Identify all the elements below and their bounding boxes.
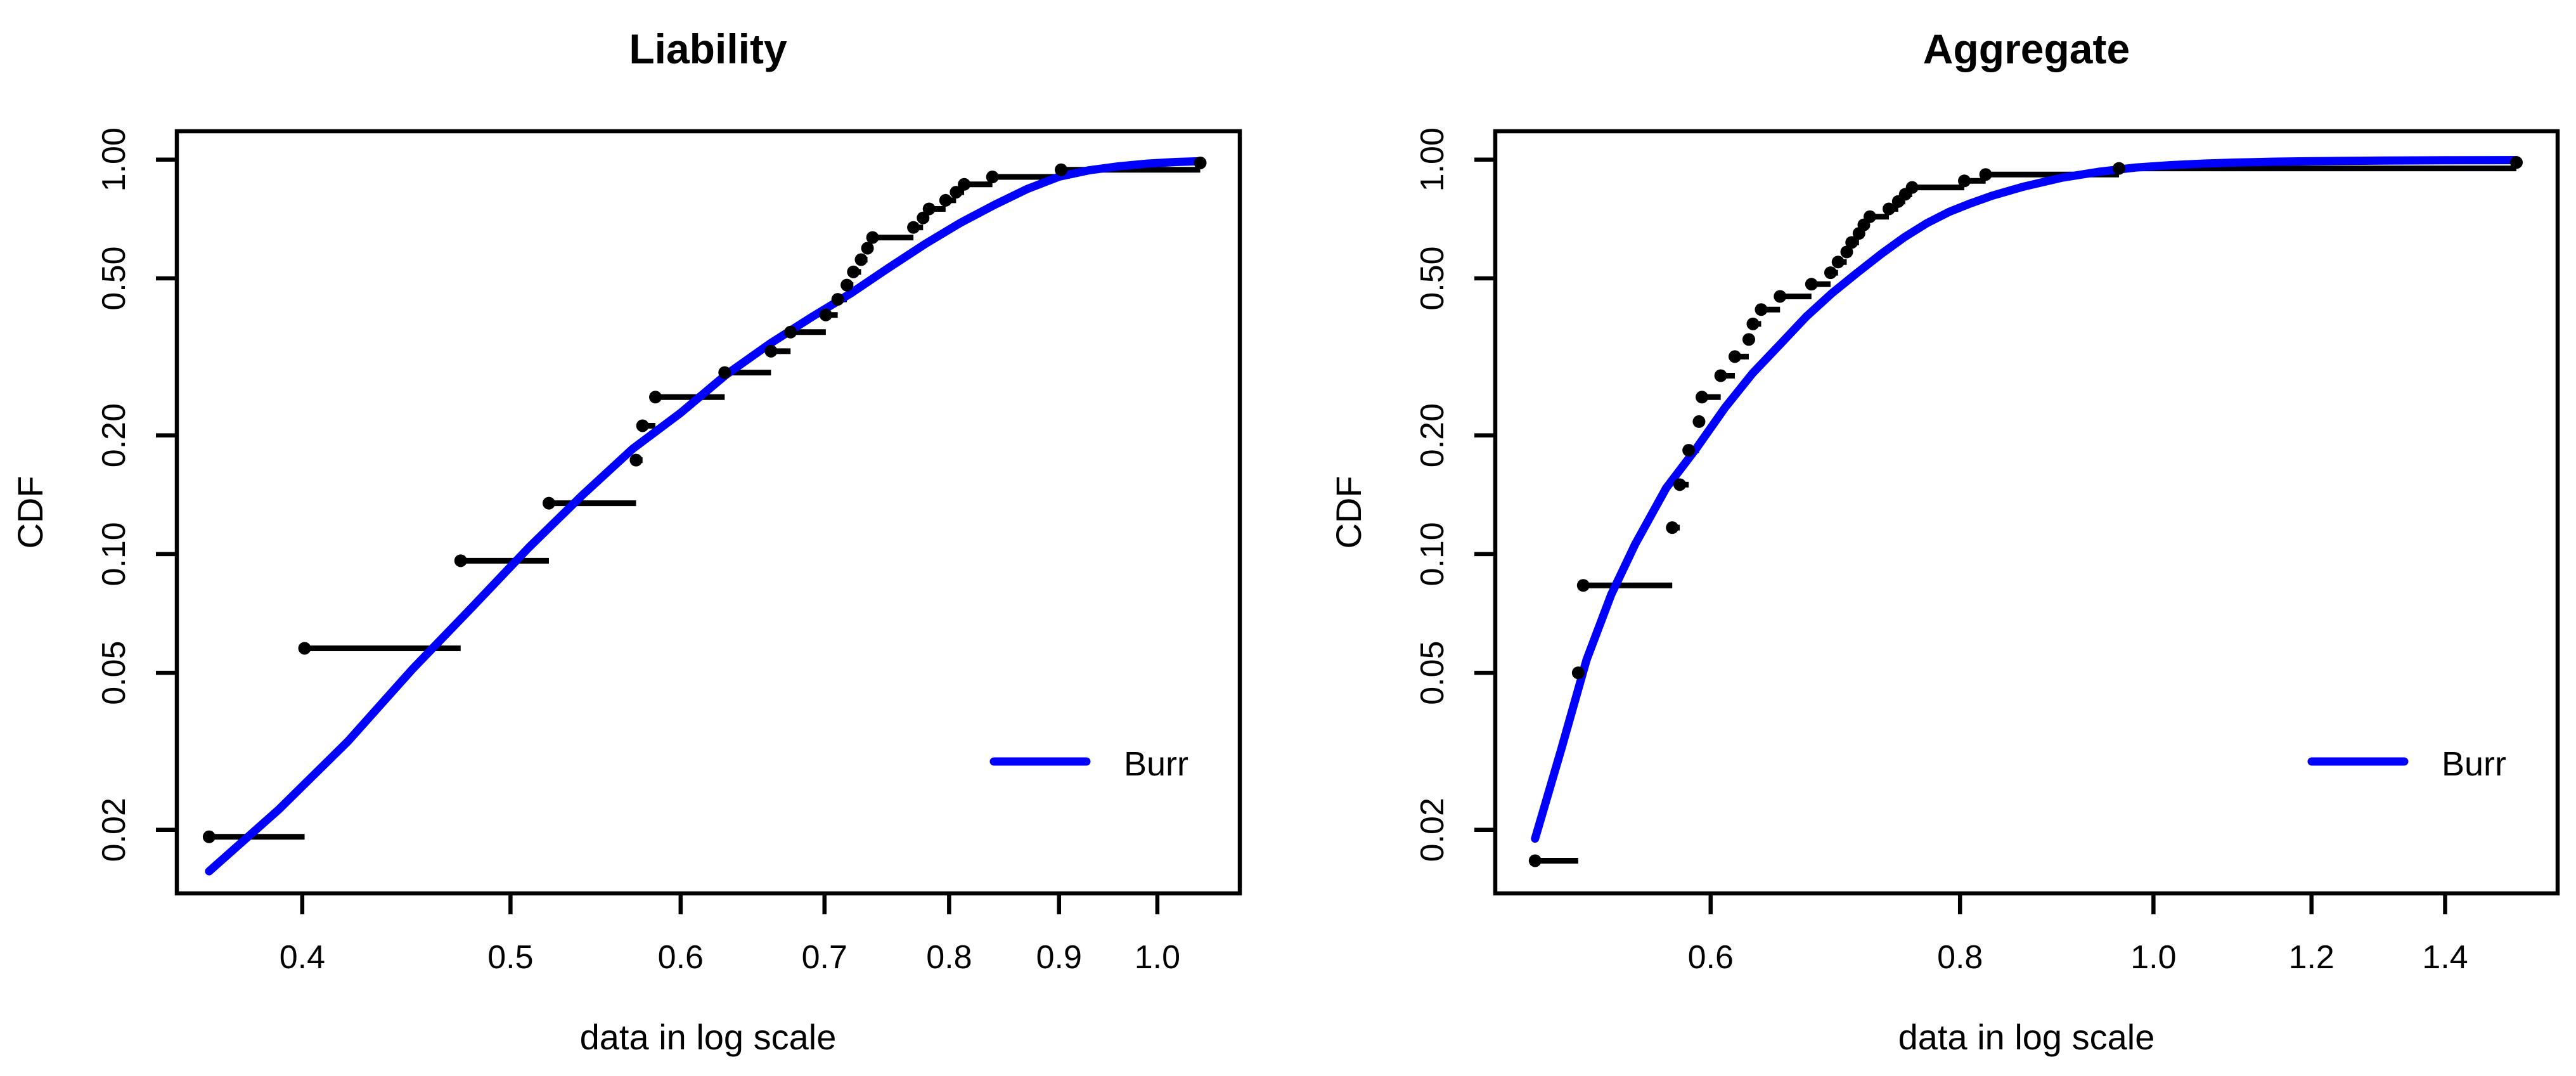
x-tick-label: 0.8 [1937,939,1983,976]
ecdf-point [649,391,662,404]
panel-liability: 0.4 0.5 0.6 0.7 0.8 0.9 1.0 0.02 0.05 0.10 0.20 0.5… [10,25,1242,1057]
ecdf-point [1673,478,1687,491]
y-tick-label: 0.02 [96,798,132,862]
plot-area: 0.4 0.5 0.6 0.7 0.8 0.9 1.0 0.02 0.05 0.10 0.20 0.5… [96,127,1242,976]
x-axis-label: data in log scale [580,1017,837,1057]
ecdf-point [1055,163,1068,176]
plot-box [1493,129,2560,896]
ecdf-point [1840,245,1853,259]
y-tick-label: 0.10 [96,522,132,586]
x-tick-label: 0.6 [1688,939,1734,976]
ecdf-point [1666,521,1679,535]
y-tick-label: 0.05 [1414,641,1451,705]
x-tick-label: 1.0 [2130,939,2176,976]
ecdf-point [1774,290,1787,303]
ecdf-point [1845,236,1858,249]
x-tick-label: 0.8 [926,939,972,976]
ecdf-point [958,178,971,191]
chart-title: Aggregate [1923,25,2130,72]
y-tick-label: 0.20 [1414,403,1451,467]
y-tick-label: 1.00 [1414,127,1451,191]
ecdf-point [1905,181,1919,194]
ecdf-point [1682,444,1696,457]
ecdf-point [1194,156,1207,169]
ecdf-point [1692,415,1706,428]
ecdf-point [847,265,860,278]
ecdf-point [784,325,797,339]
x-tick-label: 0.5 [487,939,533,976]
y-tick-label: 0.50 [96,246,132,310]
ecdf-point [866,231,879,244]
ecdf-point [2112,162,2125,175]
ecdf-point [819,308,832,321]
y-axis-label: CDF [1329,476,1368,548]
ecdf-point [1755,303,1768,316]
y-tick-label: 0.50 [1414,246,1451,310]
ecdf-point [907,221,920,234]
ecdf-point [1576,579,1590,592]
x-tick-label: 0.4 [280,939,325,976]
ecdf-point [950,186,963,199]
ecdf-point [718,366,731,379]
ecdf-point [861,242,874,255]
ecdf-point [202,830,216,843]
x-tick-label: 1.0 [1135,939,1180,976]
legend-label: Burr [2442,745,2506,783]
ecdf-point [298,642,311,655]
plot-box [174,129,1242,896]
x-tick-label: 0.9 [1036,939,1082,976]
ecdf-point [840,278,854,292]
ecdf-point [922,202,936,216]
ecdf-point [986,171,999,184]
y-tick-label: 0.05 [96,641,132,705]
ecdf-point [542,496,555,510]
x-tick-label: 0.7 [802,939,847,976]
chart-title: Liability [629,25,787,72]
ecdf-point [1979,168,1992,181]
ecdf-point [454,554,467,567]
ecdf-point [831,293,844,306]
y-tick-label: 0.10 [1414,522,1451,586]
x-tick-label: 1.2 [2289,939,2334,976]
ecdf-point [1958,174,1971,188]
ecdf-point [1696,391,1709,404]
y-tick-label: 1.00 [96,127,132,191]
ecdf-point [1824,266,1837,280]
fit-curve [205,157,1204,876]
ecdf-point [1805,278,1818,291]
ecdf-point [1746,317,1760,330]
x-tick-label: 1.4 [2422,939,2468,976]
ecdf-point [1714,369,1727,382]
ecdf-point [764,344,778,358]
y-tick-label: 0.20 [96,403,132,467]
y-axis-label: CDF [10,476,50,548]
legend-label: Burr [1124,745,1188,783]
fit-curve [1531,156,2521,843]
ecdf-point [1883,202,1896,216]
ecdf-point [1831,256,1845,269]
ecdf-point [854,253,868,266]
ecdf-point [917,211,930,224]
ecdf-point [1571,666,1585,680]
ecdf-point [1528,854,1542,867]
x-tick-label: 0.6 [658,939,704,976]
ecdf-point [939,193,952,207]
ecdf-point [629,453,643,467]
x-axis-label: data in log scale [1898,1017,2155,1057]
ecdf-point [2509,156,2523,169]
panel-aggregate: 0.6 0.8 1.0 1.2 1.40.020.050.100.200.501.00 … [1329,25,2560,1057]
ecdf-point [1728,350,1741,363]
y-tick-label: 0.02 [1414,798,1451,862]
plot-area: 0.6 0.8 1.0 1.2 1.4 0.02 0.05 0.10 0.20 0.50 1.00 [1414,127,2560,976]
ecdf-point [1742,333,1755,346]
ecdf-point [636,419,649,432]
ecdf-point [1864,210,1877,223]
